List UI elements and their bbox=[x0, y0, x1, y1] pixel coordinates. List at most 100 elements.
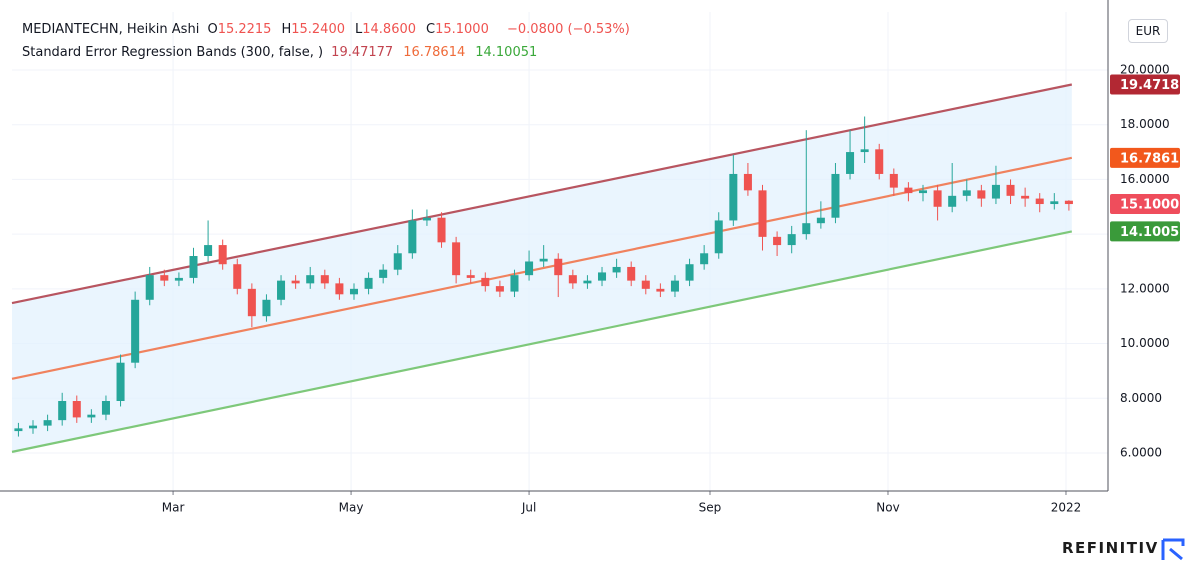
price-tag bbox=[1110, 147, 1180, 168]
candle-body bbox=[656, 288, 665, 292]
x-tick-label: Mar bbox=[162, 501, 185, 515]
candle-body bbox=[525, 261, 534, 276]
indicator-value: 14.10051 bbox=[475, 45, 538, 60]
y-tick-label: 16.0000 bbox=[1120, 172, 1170, 186]
candle-body bbox=[1050, 201, 1059, 205]
candle-body bbox=[875, 149, 884, 174]
candle-body bbox=[889, 173, 898, 188]
candle-body bbox=[364, 277, 373, 289]
candle-body bbox=[831, 173, 840, 218]
candle-body bbox=[262, 299, 271, 317]
candle-body bbox=[160, 275, 169, 281]
candle-body bbox=[218, 245, 227, 265]
symbol-legend: MEDIANTECHN, Heikin Ashi O15.2215 H15.240… bbox=[22, 22, 634, 37]
x-tick-label: May bbox=[339, 501, 364, 515]
candle-body bbox=[306, 275, 315, 284]
candle-body bbox=[335, 283, 344, 295]
candle-body bbox=[320, 275, 329, 284]
ohlc-values: O15.2215 H15.2400 L14.8600 C15.1000 bbox=[207, 22, 498, 37]
y-tick-label: 10.0000 bbox=[1120, 336, 1170, 350]
candle-body bbox=[422, 217, 431, 221]
candle-body bbox=[700, 253, 709, 265]
y-tick-label: 8.0000 bbox=[1120, 391, 1162, 405]
candle-body bbox=[452, 242, 461, 276]
candle-body bbox=[787, 234, 796, 246]
ohlc-item: C15.1000 bbox=[426, 22, 489, 37]
candle-body bbox=[743, 173, 752, 191]
candle-body bbox=[554, 258, 563, 276]
ohlc-value: 15.1000 bbox=[435, 22, 489, 37]
candle-body bbox=[568, 275, 577, 284]
candle-body bbox=[627, 266, 636, 281]
candle-body bbox=[1006, 184, 1015, 196]
price-tag-label: 15.1000 bbox=[1120, 198, 1179, 213]
ohlc-value: 14.8600 bbox=[362, 22, 417, 37]
candle-body bbox=[948, 195, 957, 207]
candle-body bbox=[58, 400, 67, 421]
candle-body bbox=[612, 266, 621, 273]
candle-body bbox=[72, 400, 81, 418]
indicator-name: Standard Error Regression Bands (300, fa… bbox=[22, 45, 324, 60]
ohlc-label: C bbox=[426, 22, 436, 37]
candle-body bbox=[962, 190, 971, 196]
candle-body bbox=[14, 428, 23, 432]
candle-body bbox=[583, 280, 592, 284]
candle-body bbox=[933, 190, 942, 207]
candle-body bbox=[1021, 195, 1030, 199]
candle-body bbox=[510, 275, 519, 292]
brand-logo: REFINITIV bbox=[1062, 538, 1185, 561]
candle-body bbox=[598, 272, 607, 281]
candle-body bbox=[846, 152, 855, 174]
band-line bbox=[11, 156, 1073, 380]
candle-body bbox=[349, 288, 359, 295]
price-tag-label: 19.4718 bbox=[1120, 78, 1179, 93]
candle-body bbox=[714, 220, 723, 254]
candle-body bbox=[670, 280, 679, 292]
candle-body bbox=[1035, 198, 1044, 205]
price-tag-label: 14.1005 bbox=[1120, 225, 1179, 240]
currency-button[interactable]: EUR bbox=[1128, 19, 1168, 43]
candle-body bbox=[116, 362, 125, 401]
y-tick-label: 20.0000 bbox=[1120, 62, 1170, 76]
band-line bbox=[11, 83, 1073, 305]
x-tick-label: Jul bbox=[521, 501, 536, 515]
price-tag bbox=[1110, 74, 1180, 95]
y-tick-label: 12.0000 bbox=[1120, 281, 1170, 295]
candle-body bbox=[977, 190, 986, 199]
brand-icon bbox=[1161, 538, 1185, 561]
ohlc-value: 15.2400 bbox=[291, 22, 345, 37]
candle-body bbox=[204, 245, 213, 257]
candle-body bbox=[43, 420, 52, 426]
price-change: −0.0800 (−0.53%) bbox=[507, 22, 630, 37]
candle-body bbox=[145, 275, 154, 300]
candle-body bbox=[758, 190, 767, 237]
candle-body bbox=[87, 414, 96, 418]
candle-body bbox=[1064, 200, 1073, 205]
candle-body bbox=[393, 253, 402, 270]
candle-body bbox=[918, 190, 928, 194]
y-tick-label: 6.0000 bbox=[1120, 445, 1162, 459]
price-tag bbox=[1110, 221, 1180, 242]
candle-body bbox=[437, 217, 446, 243]
candle-body bbox=[802, 223, 811, 235]
candle-body bbox=[860, 149, 869, 153]
ohlc-label: H bbox=[281, 22, 292, 37]
candle-body bbox=[991, 184, 1000, 199]
indicator-legend: Standard Error Regression Bands (300, fa… bbox=[22, 45, 551, 60]
candle-body bbox=[101, 400, 110, 415]
candle-body bbox=[291, 280, 300, 284]
candle-body bbox=[685, 264, 694, 281]
candle-body bbox=[816, 217, 825, 224]
candle-body bbox=[729, 173, 738, 221]
candle-body bbox=[233, 264, 242, 289]
candle-body bbox=[28, 425, 38, 429]
candle-body bbox=[277, 280, 286, 300]
x-tick-label: Sep bbox=[699, 501, 722, 515]
candle-body bbox=[904, 187, 913, 194]
ohlc-item: L14.8600 bbox=[355, 22, 416, 37]
indicator-value: 16.78614 bbox=[403, 45, 466, 60]
candle-body bbox=[379, 269, 388, 278]
brand-name: REFINITIV bbox=[1062, 539, 1159, 557]
